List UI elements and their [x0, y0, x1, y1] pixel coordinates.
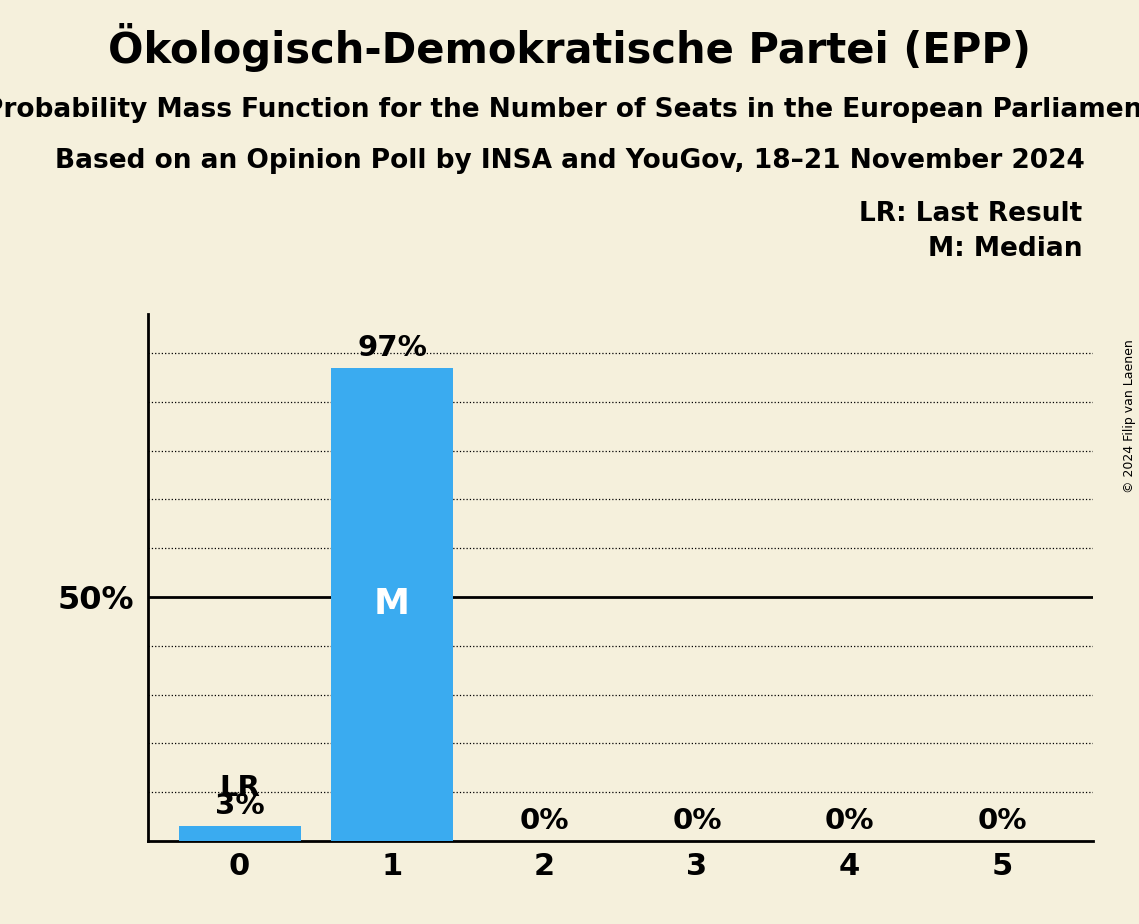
- Text: 0%: 0%: [519, 807, 570, 835]
- Text: Ökologisch-Demokratische Partei (EPP): Ökologisch-Demokratische Partei (EPP): [108, 23, 1031, 72]
- Text: Based on an Opinion Poll by INSA and YouGov, 18–21 November 2024: Based on an Opinion Poll by INSA and You…: [55, 148, 1084, 174]
- Text: 97%: 97%: [358, 334, 427, 362]
- Text: © 2024 Filip van Laenen: © 2024 Filip van Laenen: [1123, 339, 1136, 492]
- Text: Probability Mass Function for the Number of Seats in the European Parliament: Probability Mass Function for the Number…: [0, 97, 1139, 123]
- Text: M: Median: M: Median: [927, 236, 1082, 261]
- Text: M: M: [374, 588, 410, 621]
- Text: LR: LR: [219, 773, 260, 802]
- Text: 0%: 0%: [977, 807, 1026, 835]
- Text: LR: Last Result: LR: Last Result: [859, 201, 1082, 226]
- Text: 0%: 0%: [672, 807, 722, 835]
- Bar: [179, 826, 301, 841]
- Text: 3%: 3%: [215, 793, 264, 821]
- Bar: [331, 368, 453, 841]
- Text: 0%: 0%: [825, 807, 875, 835]
